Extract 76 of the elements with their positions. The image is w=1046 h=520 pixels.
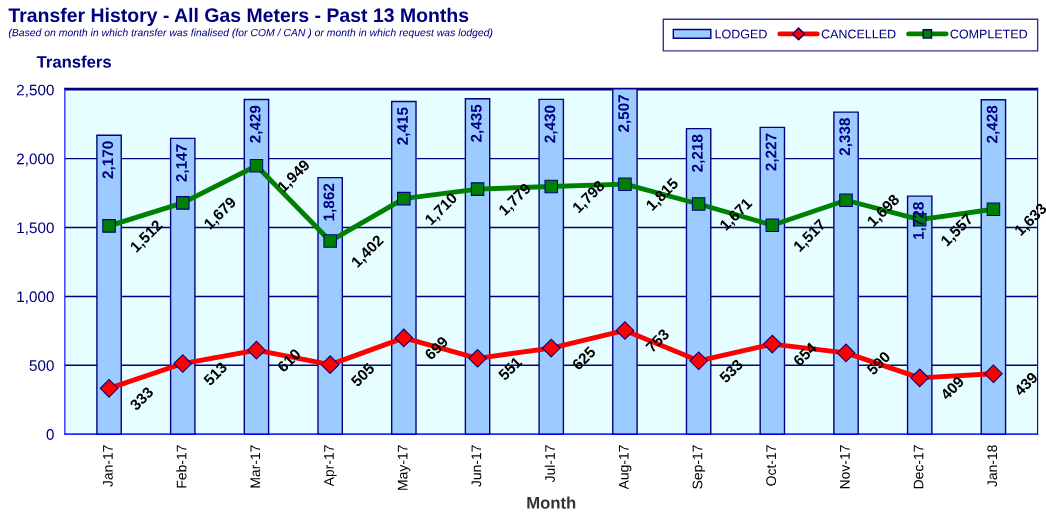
point (615, 321, 635, 340)
point (320, 355, 340, 374)
x-tick-label: Jan-17 (103, 445, 113, 487)
point (689, 351, 708, 371)
data-label: 753 (645, 328, 670, 354)
point (544, 179, 559, 194)
point (984, 364, 1003, 384)
data-label: 699 (423, 335, 449, 361)
x-tick-label: Sep-17 (692, 445, 706, 489)
point (762, 334, 782, 354)
y-tick-label: 1,000 (17, 291, 54, 304)
point (173, 354, 193, 373)
data-label: 439 (1013, 371, 1039, 397)
y-tick-label: 1,500 (17, 222, 54, 236)
y-tick-label: 0 (46, 429, 54, 440)
point (247, 340, 266, 360)
data-label: 2,170 (102, 141, 116, 179)
chart-subtitle: (Based on month in which transfer was finalised (for COM / CAN ) or month in which request was lodged) (8, 28, 493, 39)
data-label: 590 (866, 350, 891, 376)
data-label: 505 (350, 362, 376, 388)
data-label: 533 (718, 358, 744, 384)
data-label: 2,507 (618, 94, 632, 133)
data-label: 2,227 (765, 133, 779, 171)
y-tick-label: 500 (29, 360, 54, 371)
point (102, 219, 116, 233)
point (249, 158, 264, 173)
data-label: 625 (571, 345, 597, 371)
point (839, 193, 853, 208)
x-tick-label: Nov-17 (840, 445, 850, 489)
x-tick-label: Jun-17 (471, 445, 482, 487)
x-tick-label: Mar-17 (250, 445, 261, 488)
point (765, 218, 780, 232)
x-tick-label: Jul-17 (544, 445, 555, 483)
data-label: 2,415 (397, 107, 411, 145)
chart-title: Transfer History - All Gas Meters - Past 13 Months (8, 7, 469, 26)
point (618, 177, 632, 191)
data-label: 551 (497, 356, 523, 381)
x-tick-label: Feb-17 (176, 445, 187, 488)
data-label: 2,430 (544, 105, 558, 143)
point (99, 378, 119, 398)
point (470, 182, 485, 196)
data-label: 2,429 (249, 105, 263, 143)
data-label: 1,862 (323, 183, 337, 221)
data-label: 654 (792, 341, 818, 367)
legend-label: COMPLETED (950, 29, 1028, 39)
data-label: 2,338 (839, 118, 853, 156)
legend-label: LODGED (715, 29, 767, 39)
point (541, 338, 561, 358)
x-tick-label: May-17 (397, 445, 411, 490)
x-tick-label: Dec-17 (913, 445, 924, 489)
point (910, 368, 930, 388)
point (836, 343, 856, 363)
data-label: 2,218 (691, 134, 705, 172)
x-tick-label: Oct-17 (766, 445, 777, 486)
point (323, 234, 337, 248)
data-label: 513 (202, 361, 228, 387)
point (397, 191, 411, 206)
data-label: 2,428 (986, 105, 1000, 143)
x-tick-label: Apr-17 (324, 445, 337, 487)
point (691, 197, 706, 211)
data-label: 2,435 (470, 104, 484, 142)
legend-label: CANCELLED (821, 29, 896, 39)
data-label: 2,147 (176, 144, 190, 182)
point (394, 328, 414, 348)
data-label: 610 (276, 347, 302, 373)
y-tick-label: 2,000 (16, 153, 54, 167)
point (468, 348, 487, 368)
y-axis-title: Transfers (36, 55, 111, 68)
data-label: 333 (129, 386, 155, 412)
x-axis-title: Month (527, 496, 576, 509)
x-tick-label: Aug-17 (618, 445, 632, 490)
point (986, 202, 1001, 216)
point (176, 196, 190, 210)
data-label: 409 (939, 375, 965, 401)
y-tick-label: 2,500 (16, 84, 54, 98)
x-tick-label: Jan-18 (987, 445, 998, 487)
